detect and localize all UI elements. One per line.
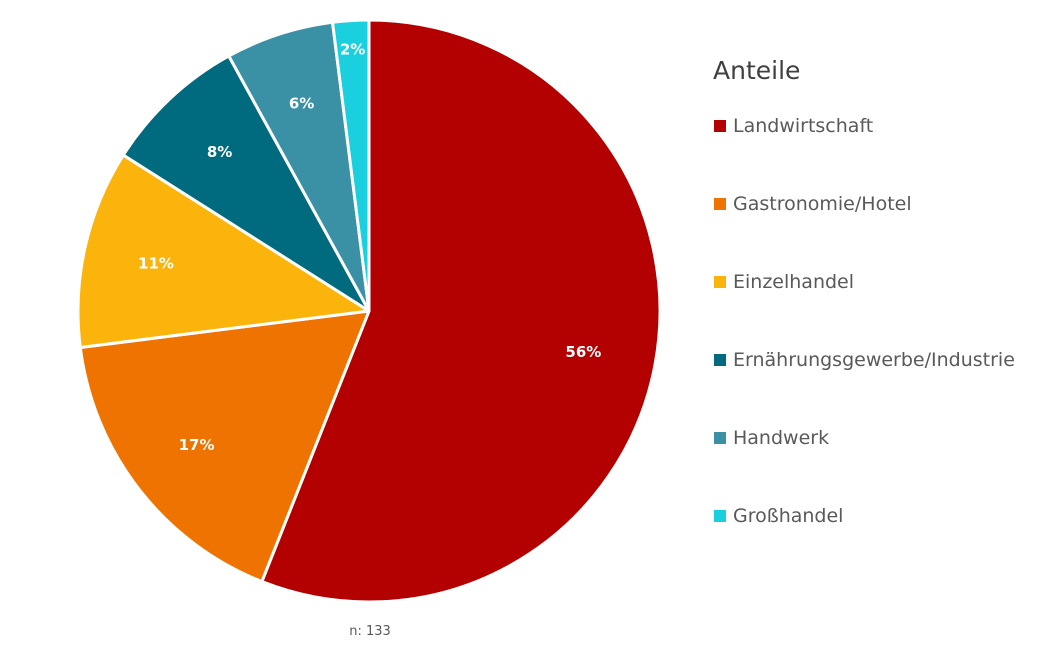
legend-swatch-grosshandel [714, 510, 726, 522]
legend-item-handwerk: Handwerk [714, 427, 829, 449]
slice-label-ernaehrungsgewerbe-industrie: 8% [207, 143, 232, 161]
pie-slice-ernaehrungsgewerbe-industrie [121, 54, 371, 313]
slice-label-grosshandel: 2% [340, 41, 365, 59]
legend-swatch-handwerk [714, 432, 726, 444]
slice-label-einzelhandel: 11% [138, 254, 174, 272]
legend: Anteile Landwirtschaft Gastronomie/Hotel E… [713, 56, 1015, 527]
pie-slices [76, 18, 662, 604]
legend-swatch-gastronomie-hotel [714, 198, 726, 210]
legend-item-ernaehrungsgewerbe-industrie: Ernährungsgewerbe/Industrie [714, 349, 1015, 371]
pie-slice-landwirtschaft [260, 18, 662, 604]
pie-slice-labels: 56% 17% 11% 8% 6% 2% [138, 41, 601, 454]
legend-item-gastronomie-hotel: Gastronomie/Hotel [714, 193, 912, 215]
sample-size-note: n: 133 [349, 624, 391, 639]
legend-title: Anteile [713, 56, 800, 85]
pie-slice-gastronomie-hotel [78, 309, 371, 584]
pie-slice-grosshandel [331, 18, 371, 313]
legend-label-handwerk: Handwerk [733, 427, 829, 449]
legend-item-einzelhandel: Einzelhandel [714, 271, 854, 293]
slice-label-handwerk: 6% [289, 94, 314, 112]
legend-swatch-ernaehrungsgewerbe-industrie [714, 354, 726, 366]
slice-label-landwirtschaft: 56% [565, 343, 601, 361]
legend-swatch-einzelhandel [714, 276, 726, 288]
legend-label-landwirtschaft: Landwirtschaft [733, 115, 873, 137]
slice-label-gastronomie-hotel: 17% [179, 436, 215, 454]
legend-label-grosshandel: Großhandel [733, 505, 843, 527]
legend-item-landwirtschaft: Landwirtschaft [714, 115, 873, 137]
legend-item-grosshandel: Großhandel [714, 505, 843, 527]
legend-label-ernaehrungsgewerbe-industrie: Ernährungsgewerbe/Industrie [733, 349, 1015, 371]
pie-slice-einzelhandel [76, 153, 371, 349]
legend-label-gastronomie-hotel: Gastronomie/Hotel [733, 193, 912, 215]
legend-label-einzelhandel: Einzelhandel [733, 271, 854, 293]
legend-swatch-landwirtschaft [714, 120, 726, 132]
